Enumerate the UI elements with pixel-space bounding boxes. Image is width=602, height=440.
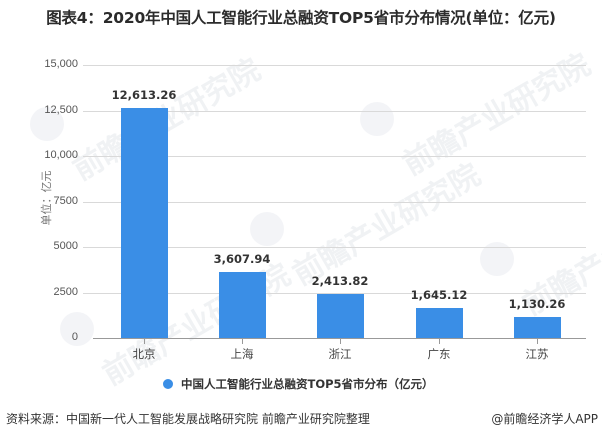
gridline <box>83 293 586 294</box>
bar-2[interactable] <box>218 272 266 338</box>
gridline <box>83 111 586 112</box>
bar-1[interactable] <box>120 108 168 338</box>
legend-marker-icon <box>163 379 173 389</box>
gridline <box>83 247 586 248</box>
gridline <box>83 156 586 157</box>
x-category-label: 浙江 <box>328 347 352 361</box>
watermark-logo-icon <box>360 102 394 136</box>
y-tick-label: 7500 <box>53 195 78 207</box>
watermark-text: 前瞻产业研究院 <box>287 157 487 293</box>
x-tick-mark <box>537 339 538 344</box>
x-tick-mark <box>144 339 145 344</box>
bar-value-label: 3,607.94 <box>213 252 271 267</box>
watermark-logo-icon <box>60 312 94 346</box>
bar-value-label: 1,645.12 <box>410 288 468 303</box>
credit-note: @前瞻经济学人APP <box>491 412 598 426</box>
watermark-logo-icon <box>30 107 64 141</box>
bar-value-label: 1,130.26 <box>508 297 566 312</box>
gridline <box>83 202 586 203</box>
y-tick-label: 5000 <box>53 240 78 252</box>
y-tick-label: 12,500 <box>44 104 78 116</box>
x-category-label: 广东 <box>427 347 451 361</box>
x-category-label: 北京 <box>132 347 156 361</box>
source-note: 资料来源：中国新一代人工智能发展战略研究院 前瞻产业研究院整理 <box>6 412 370 426</box>
x-category-label: 上海 <box>230 347 254 361</box>
x-tick-mark <box>439 339 440 344</box>
y-tick-label: 10,000 <box>44 149 78 161</box>
legend-label: 中国人工智能行业总融资TOP5省市分布（亿元） <box>181 377 434 391</box>
x-category-label: 江苏 <box>525 347 549 361</box>
x-axis-line <box>93 338 586 339</box>
bar-value-label: 2,413.82 <box>311 274 369 289</box>
bar-5[interactable] <box>513 317 561 338</box>
chart-title: 图表4：2020年中国人工智能行业总融资TOP5省市分布情况(单位：亿元) <box>46 9 556 27</box>
bar-3[interactable] <box>316 294 364 338</box>
y-tick-label: 0 <box>71 331 78 343</box>
bar-value-label: 12,613.26 <box>111 88 177 103</box>
y-tick-label: 2500 <box>53 286 78 298</box>
x-tick-mark <box>242 339 243 344</box>
x-tick-mark <box>340 339 341 344</box>
legend[interactable]: 中国人工智能行业总融资TOP5省市分布（亿元） <box>163 376 434 392</box>
bar-4[interactable] <box>415 308 463 338</box>
y-tick-label: 15,000 <box>44 58 78 70</box>
watermark-logo-icon <box>250 212 284 246</box>
gridline <box>83 65 586 66</box>
